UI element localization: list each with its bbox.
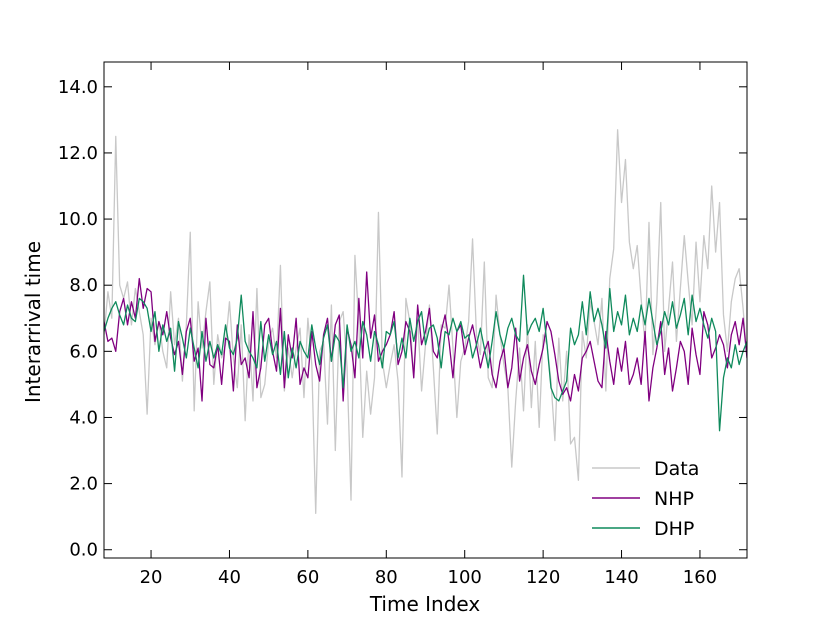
x-tick-label: 160	[683, 567, 717, 588]
series-layer	[104, 129, 747, 515]
x-axis: 20 40 60 80 100 120 140 160	[140, 62, 717, 588]
plot-area	[103, 61, 748, 559]
legend-label-dhp: DHP	[654, 518, 694, 540]
x-tick-label: 40	[218, 567, 241, 588]
legend-label-nhp: NHP	[654, 488, 694, 510]
legend-label-data: Data	[654, 458, 699, 480]
y-tick-label: 10.0	[58, 209, 98, 230]
y-axis: 0.0 2.0 4.0 6.0 8.0 10.0 12.0 14.0	[58, 77, 747, 561]
y-tick-label: 14.0	[58, 77, 98, 98]
series-line-dhp	[104, 274, 747, 432]
y-tick-label: 2.0	[69, 474, 98, 495]
series-line-data	[104, 129, 747, 515]
plot-frame	[103, 61, 748, 559]
x-axis-title: Time Index	[369, 592, 481, 616]
x-tick-label: 140	[604, 567, 638, 588]
y-tick-label: 0.0	[69, 540, 98, 561]
x-tick-label: 100	[448, 567, 482, 588]
legend: Data NHP DHP	[592, 458, 699, 540]
y-tick-label: 8.0	[69, 275, 98, 296]
x-tick-label: 120	[526, 567, 560, 588]
y-tick-label: 6.0	[69, 341, 98, 362]
x-tick-label: 20	[140, 567, 163, 588]
y-tick-label: 12.0	[58, 143, 98, 164]
y-tick-label: 4.0	[69, 407, 98, 428]
x-tick-label: 60	[296, 567, 319, 588]
x-tick-label: 80	[375, 567, 398, 588]
y-axis-title: Interarrival time	[21, 241, 45, 403]
